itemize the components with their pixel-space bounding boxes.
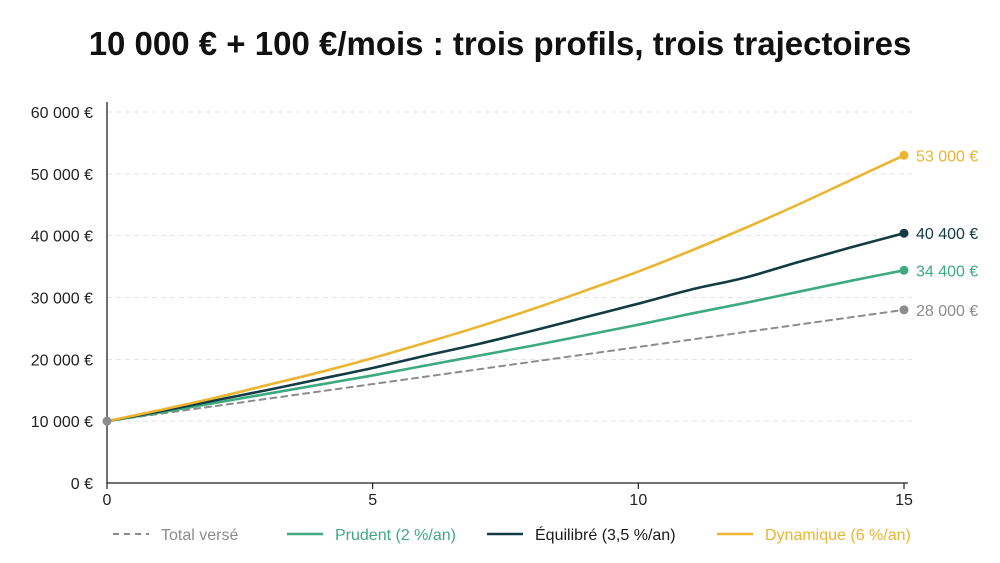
end-label-equilibre: 40 400 €	[916, 226, 978, 243]
grid-lines	[107, 111, 912, 422]
series-line-prudent	[105, 268, 906, 423]
y-tick-label: 50 000 €	[31, 167, 93, 184]
legend: Total versé Prudent (2 %/an) Équilibré (3,…	[113, 525, 911, 544]
y-tick-label: 20 000 €	[31, 352, 93, 369]
end-label-dynamique: 53 000 €	[916, 148, 978, 165]
series-line-dynamique	[105, 153, 906, 423]
legend-label-prudent: Prudent (2 %/an)	[335, 527, 456, 544]
series-line-total	[106, 308, 905, 423]
end-point-dynamique	[899, 150, 909, 160]
legend-label-total: Total versé	[161, 527, 238, 544]
x-tick-label: 5	[368, 492, 377, 509]
end-label-prudent: 34 400 €	[916, 263, 978, 280]
y-axis-ticks: 0 € 10 000 € 20 000 € 30 000 € 40 000 € 50 00…	[31, 105, 93, 493]
chart-title: 10 000 € + 100 €/mois : trois profils, t…	[89, 25, 912, 62]
y-tick-label: 10 000 €	[31, 414, 93, 431]
legend-label-equilibre: Équilibré (3,5 %/an)	[535, 525, 676, 544]
x-tick-label: 10	[629, 492, 647, 509]
end-point-equilibre	[899, 228, 909, 238]
start-point	[102, 416, 112, 426]
end-label-total: 28 000 €	[916, 303, 978, 320]
x-tick-label: 15	[895, 492, 913, 509]
y-tick-label: 60 000 €	[31, 105, 93, 122]
end-point-total	[899, 305, 909, 315]
x-tick-label: 0	[103, 492, 112, 509]
end-point-prudent	[899, 265, 909, 275]
y-tick-label: 0 €	[71, 476, 93, 493]
y-tick-label: 30 000 €	[31, 291, 93, 308]
end-labels: 28 000 € 34 400 € 40 400 € 53 000 €	[102, 148, 978, 426]
series-line-equilibre	[105, 231, 906, 423]
x-axis-ticks: 0 5 10 15	[103, 483, 913, 509]
axes	[106, 102, 908, 484]
y-tick-label: 40 000 €	[31, 229, 93, 246]
series-lines	[105, 153, 906, 423]
legend-label-dynamique: Dynamique (6 %/an)	[765, 527, 911, 544]
